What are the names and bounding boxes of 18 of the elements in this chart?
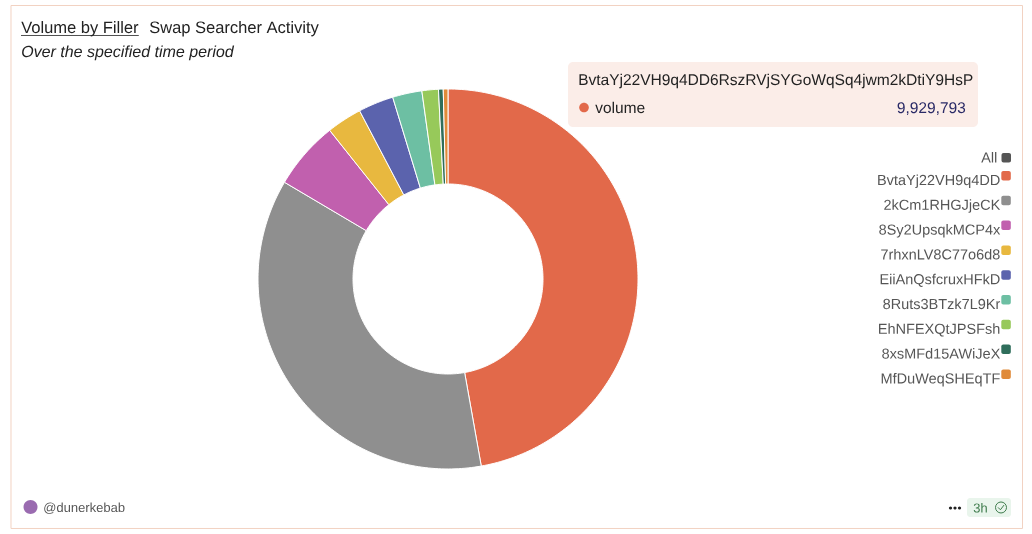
legend-label: MfDuWeqSHEqTF — [881, 372, 1000, 387]
text: 3h — [973, 503, 987, 513]
legend-label: 2kCm1RHGJjeCK — [884, 199, 1001, 213]
text: Over the specified time period — [22, 45, 235, 61]
text: 9,929,793 — [897, 102, 966, 115]
legend-label: EiiAnQsfcruxHFkD — [880, 273, 1000, 287]
legend-title: All — [981, 151, 997, 163]
legend-label: EhNFEXQtJPSFsh — [879, 323, 1000, 337]
text: volume — [595, 101, 645, 114]
legend-label: 8xsMFd15AWiJeX — [882, 348, 1001, 359]
legend-label: 8Ruts3BTzk7L9Kr — [883, 298, 1001, 310]
text: Volume by Filler — [21, 21, 139, 37]
text: @dunerkebab — [44, 502, 125, 514]
legend-label: 8Sy2UpsqkMCP4x — [879, 224, 1001, 238]
text: Swap Searcher Activity — [149, 21, 319, 37]
legend-label: 7rhxnLV8C77o6d8 — [881, 248, 1000, 260]
legend-label: BvtaYj22VH9q4DD — [878, 174, 1000, 189]
text: BvtaYj22VH9q4DD6RszRVjSYGoWqSq4jwm2kDtiY9HsP — [579, 73, 973, 89]
